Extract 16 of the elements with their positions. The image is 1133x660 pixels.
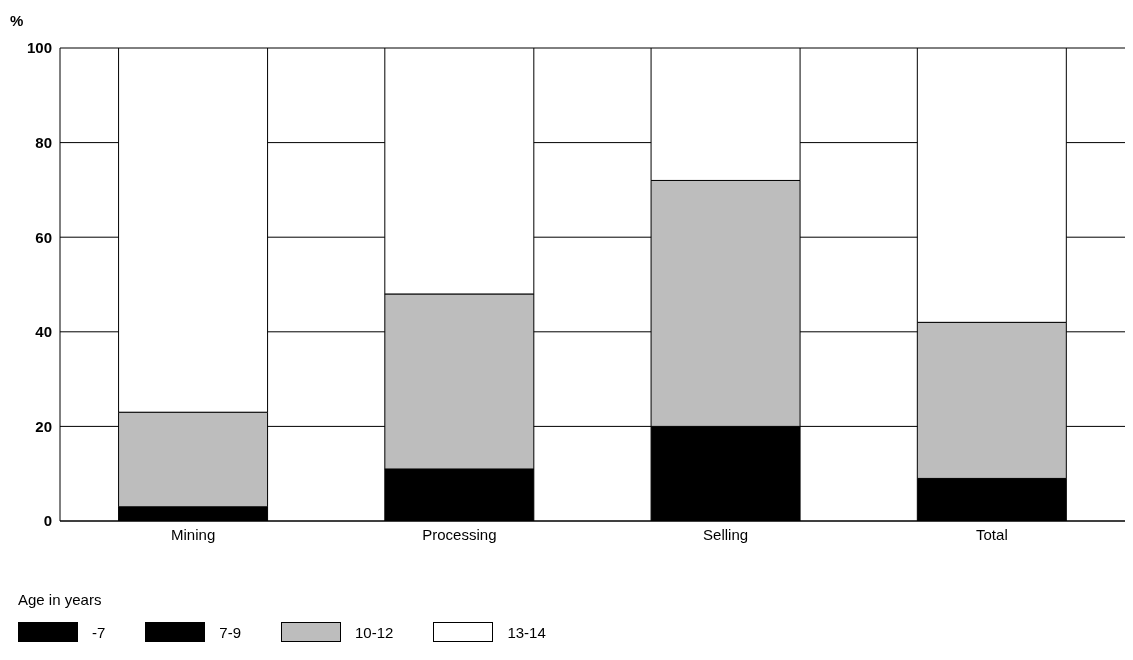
legend-title: Age in years <box>18 591 103 608</box>
y-tick-label: 100 <box>26 39 52 57</box>
legend-label: -7 <box>92 623 106 641</box>
y-tick-label: 0 <box>43 512 52 530</box>
x-tick-label: Selling <box>703 525 749 543</box>
y-tick-label: 20 <box>35 417 52 435</box>
x-tick-label: Processing <box>422 525 497 543</box>
y-axis-title: % <box>10 12 24 29</box>
legend-label: 7-9 <box>219 623 242 641</box>
legend-label: 10-12 <box>355 623 394 641</box>
x-tick-label: Total <box>976 525 1008 543</box>
legend-label: 13-14 <box>507 623 546 641</box>
x-tick-label: Mining <box>171 525 216 543</box>
y-tick-label: 80 <box>35 133 52 151</box>
y-tick-label: 40 <box>35 323 52 341</box>
y-tick-label: 60 <box>35 228 52 246</box>
